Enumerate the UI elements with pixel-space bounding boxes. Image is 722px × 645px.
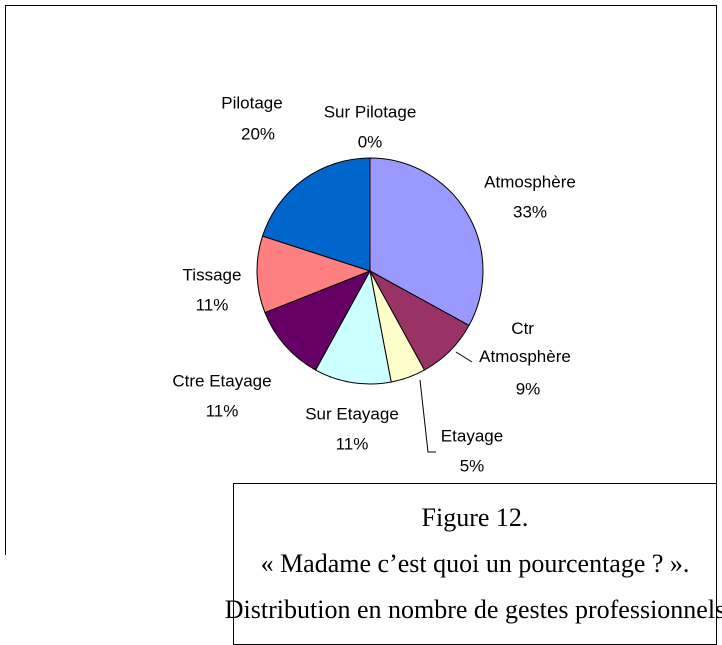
- value-label: 11%: [206, 401, 239, 420]
- slice-label: Atmosphère: [484, 172, 576, 191]
- slice-label: Tissage: [183, 265, 242, 284]
- pie-slice: [314, 269, 392, 385]
- value-label: 11%: [196, 295, 229, 314]
- slice-label: Ctre Etayage: [172, 371, 271, 390]
- value-label: 5%: [460, 456, 485, 475]
- slice-label: Pilotage: [221, 93, 282, 112]
- pie-slice: [261, 157, 371, 272]
- pie-slice: [264, 270, 372, 371]
- value-label: 0%: [358, 132, 383, 151]
- slice-label: Sur Pilotage: [324, 102, 417, 121]
- caption-line: « Madame c’est quoi un pourcentage ? ».: [261, 549, 690, 578]
- leader-line: [455, 351, 473, 363]
- pie-slice: [369, 157, 484, 327]
- caption-line: Figure 12.: [422, 503, 529, 532]
- pie-slice: [256, 235, 372, 314]
- value-label: 9%: [516, 379, 541, 398]
- caption-box: [233, 483, 717, 645]
- pie: [256, 157, 484, 385]
- slice-label: Ctr Atmosphère: [479, 319, 571, 366]
- caption-line: Distribution en nombre de gestes profess…: [225, 595, 722, 624]
- slice-label: Sur Etayage: [305, 404, 399, 423]
- chart-border: [5, 5, 717, 555]
- value-label: 11%: [336, 434, 369, 453]
- value-label: 20%: [241, 124, 275, 143]
- labels: Atmosphère 33% Ctr Atmosphère 9% Etayage 5% Su…: [172, 93, 575, 475]
- slice-label: Etayage: [441, 426, 503, 445]
- leader-line: [419, 379, 436, 453]
- value-label: 33%: [513, 202, 547, 221]
